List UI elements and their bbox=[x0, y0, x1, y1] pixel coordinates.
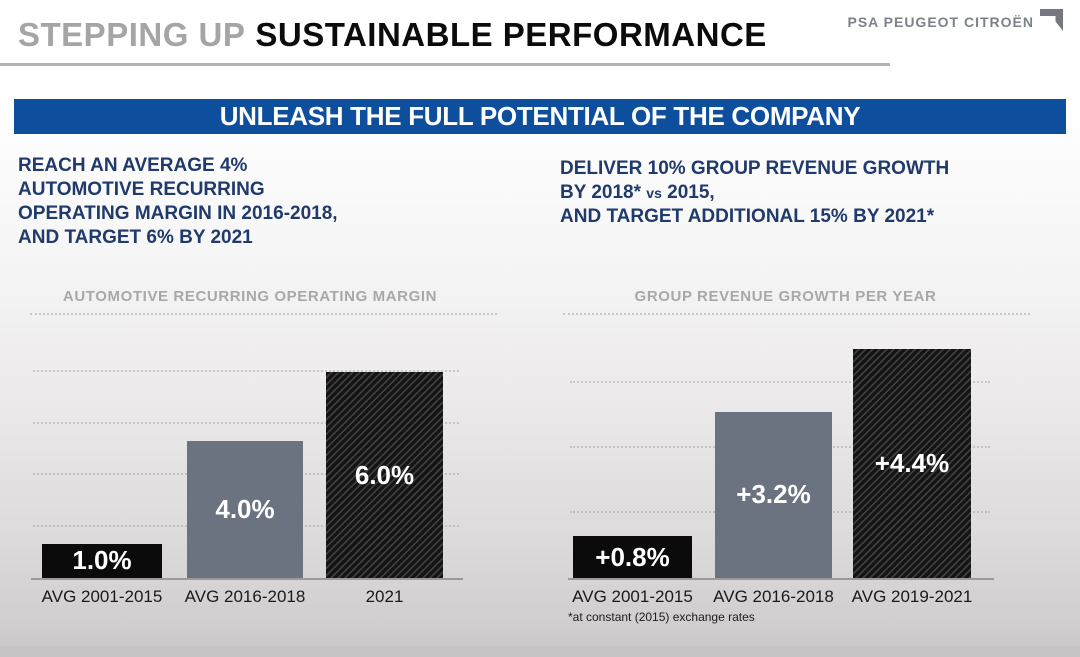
bar: +3.2% bbox=[715, 411, 832, 578]
category-label: AVG 2001-2015 bbox=[572, 587, 693, 606]
page-title-black-part: SUSTAINABLE PERFORMANCE bbox=[255, 16, 767, 53]
bar: 1.0% bbox=[42, 543, 162, 578]
bar: 6.0% bbox=[326, 372, 443, 578]
footnote: *at constant (2015) exchange rates bbox=[568, 610, 755, 624]
bar-value-label: 4.0% bbox=[215, 493, 275, 524]
title-divider bbox=[0, 63, 890, 66]
bottom-strip bbox=[0, 646, 1080, 657]
bar-value-label: +3.2% bbox=[736, 479, 811, 510]
goal-right-line2-a: BY 2018* bbox=[560, 182, 641, 203]
goal-right-line2: BY 2018* vs 2015, bbox=[560, 181, 1050, 205]
bar-value-label: 6.0% bbox=[354, 459, 415, 490]
goal-right-line3: AND TARGET ADDITIONAL 15% BY 2021* bbox=[560, 206, 935, 227]
page-title: STEPPING UP SUSTAINABLE PERFORMANCE bbox=[18, 16, 767, 54]
psa-logo-text: PSA PEUGEOT CITROËN bbox=[847, 14, 1034, 30]
gridline bbox=[570, 381, 990, 384]
chart-left: 1.0% AVG 2001-2015 4.0% AVG 2016-2018 6.0% 20… bbox=[31, 362, 463, 606]
category-label: AVG 2001-2015 bbox=[41, 587, 163, 606]
psa-corner-icon bbox=[1040, 8, 1064, 32]
chart-title-right: GROUP REVENUE GROWTH PER YEAR bbox=[634, 288, 937, 305]
chart-divider-left bbox=[30, 313, 497, 315]
goal-right-vs: vs bbox=[646, 185, 662, 201]
bar-value-label: +4.4% bbox=[874, 448, 950, 479]
category-label: AVG 2016-2018 bbox=[713, 587, 834, 606]
category-label: AVG 2019-2021 bbox=[851, 587, 973, 606]
chart-divider-right bbox=[563, 313, 1030, 315]
axis-baseline bbox=[31, 578, 463, 580]
banner: UNLEASH THE FULL POTENTIAL OF THE COMPAN… bbox=[14, 99, 1066, 134]
goal-right-text: DELIVER 10% GROUP REVENUE GROWTH BY 2018… bbox=[560, 157, 1050, 229]
bar-value-label: +0.8% bbox=[595, 541, 670, 572]
page-title-gray-part: STEPPING UP bbox=[18, 16, 246, 53]
gridline bbox=[33, 421, 459, 424]
chart-right: +0.8% AVG 2001-2015 +3.2% AVG 2016-2018 +4.4… bbox=[568, 339, 994, 606]
bar-value-label: 1.0% bbox=[72, 545, 132, 576]
psa-logo: PSA PEUGEOT CITROËN bbox=[847, 8, 1064, 32]
goal-left-text: REACH AN AVERAGE 4% AUTOMOTIVE RECURRING… bbox=[18, 155, 338, 248]
bar: +4.4% bbox=[853, 349, 971, 578]
chart-title-left: AUTOMOTIVE RECURRING OPERATING MARGIN bbox=[62, 288, 438, 305]
gridline bbox=[33, 370, 459, 373]
category-label: AVG 2016-2018 bbox=[184, 587, 306, 606]
bar: 4.0% bbox=[187, 440, 303, 578]
goal-right-line2-b: 2015, bbox=[667, 182, 715, 203]
category-label: 2021 bbox=[365, 587, 404, 606]
banner-text: UNLEASH THE FULL POTENTIAL OF THE COMPAN… bbox=[219, 101, 861, 131]
axis-baseline bbox=[568, 578, 994, 580]
goal-right-line1: DELIVER 10% GROUP REVENUE GROWTH bbox=[560, 158, 950, 179]
bar: +0.8% bbox=[573, 536, 692, 578]
